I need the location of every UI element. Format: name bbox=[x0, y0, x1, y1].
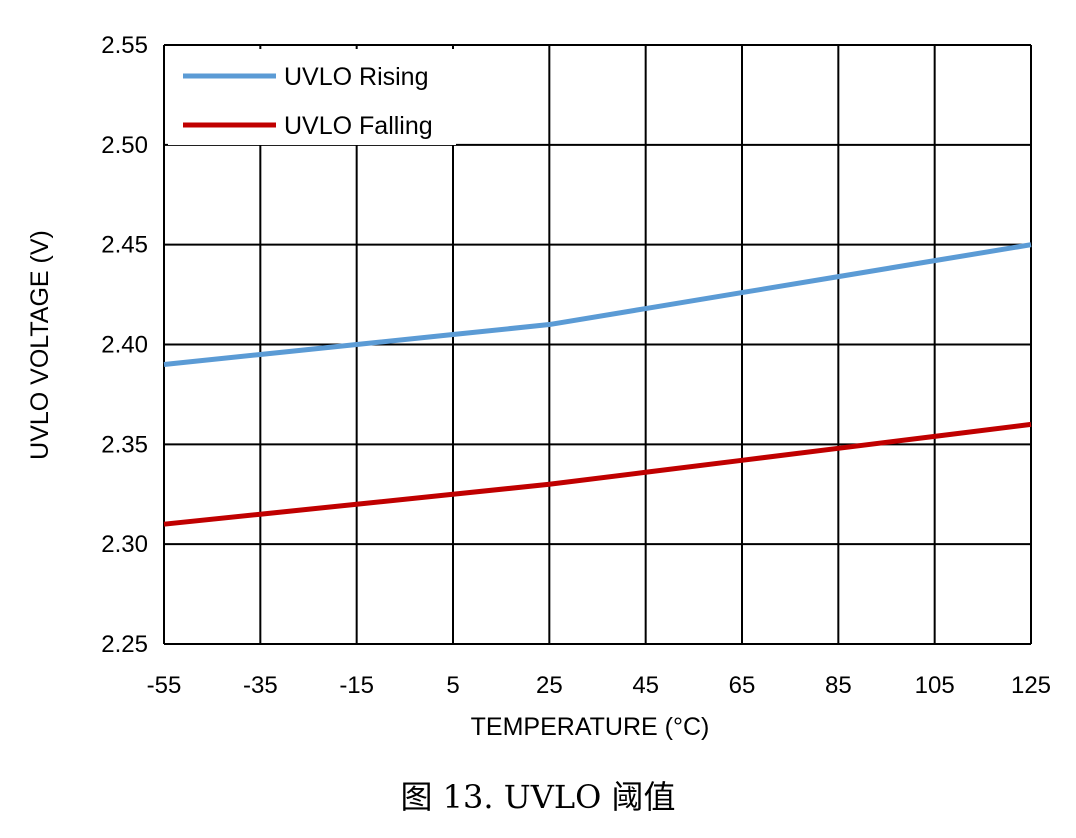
series-line-rising bbox=[163, 242, 1032, 367]
x-tick-label: 5 bbox=[446, 672, 459, 699]
y-tick-label: 2.25 bbox=[101, 631, 148, 658]
legend-box bbox=[168, 49, 456, 145]
legend-label: UVLO Rising bbox=[284, 63, 429, 91]
x-tick-label: -55 bbox=[147, 672, 182, 699]
x-tick-label: 105 bbox=[915, 672, 955, 699]
x-tick-label: 65 bbox=[729, 672, 756, 699]
y-tick-label: 2.30 bbox=[101, 531, 148, 558]
y-tick-label: 2.40 bbox=[101, 332, 148, 359]
y-tick-label: 2.35 bbox=[101, 431, 148, 458]
y-axis-label: UVLO VOLTAGE (V) bbox=[26, 230, 54, 460]
x-tick-label: 25 bbox=[536, 672, 563, 699]
figure-caption: 图 13. UVLO 阈值 bbox=[400, 778, 676, 816]
y-tick-label: 2.50 bbox=[101, 132, 148, 159]
y-tick-label: 2.55 bbox=[101, 32, 148, 59]
x-tick-label: 45 bbox=[632, 672, 659, 699]
legend-label: UVLO Falling bbox=[284, 112, 433, 140]
x-tick-label: 85 bbox=[825, 672, 852, 699]
x-tick-label: 125 bbox=[1011, 672, 1051, 699]
x-axis-label: TEMPERATURE (°C) bbox=[471, 713, 710, 741]
series-line-falling bbox=[163, 421, 1032, 527]
x-tick-label: -15 bbox=[339, 672, 374, 699]
uvlo-chart: UVLO Rising UVLO Falling 2.25 2.30 2.35 2.40… bbox=[26, 32, 1051, 741]
x-tick-label: -35 bbox=[243, 672, 278, 699]
y-tick-label: 2.45 bbox=[101, 232, 148, 259]
